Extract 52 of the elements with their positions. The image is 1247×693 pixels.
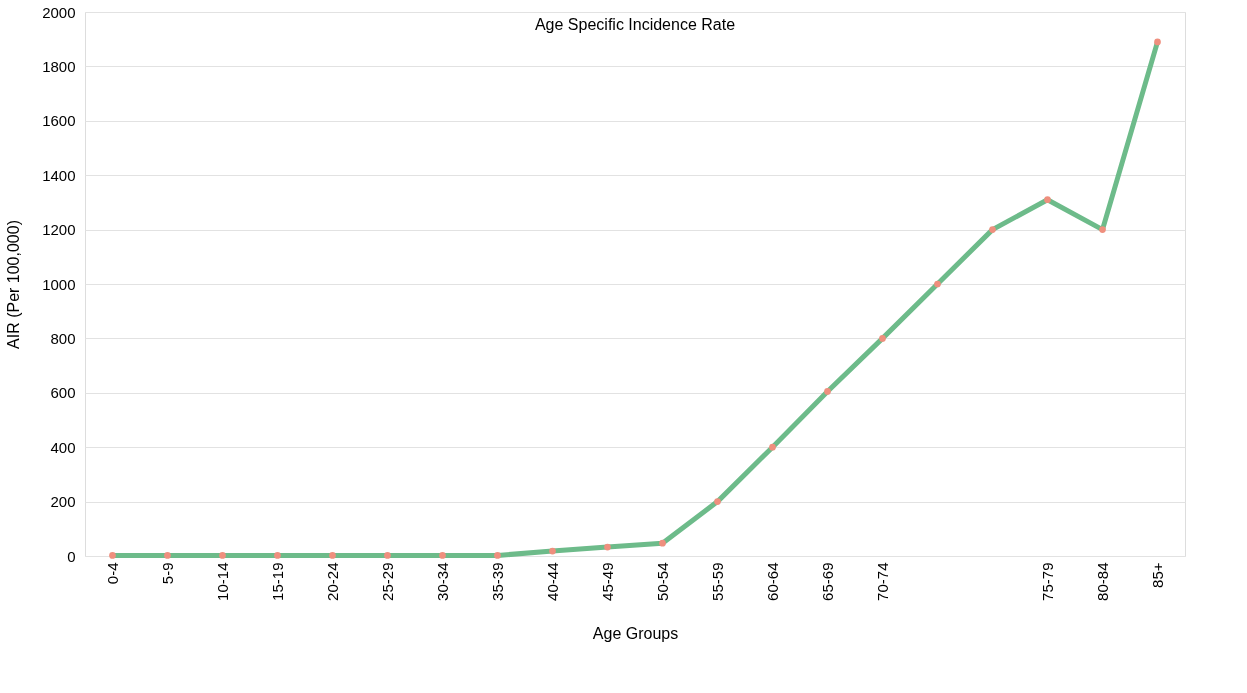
y-tick-label: 200 <box>50 493 76 511</box>
y-tick-label: 1400 <box>42 166 76 184</box>
y-axis-title: AIR (Per 100,000) <box>5 220 23 349</box>
point <box>274 552 281 559</box>
point <box>604 543 611 551</box>
x-tick-label: 25-29 <box>379 562 396 601</box>
x-tick-label: 40-44 <box>544 562 561 601</box>
x-tick-label: 35-39 <box>489 562 506 601</box>
y-tick-label: 800 <box>50 329 76 347</box>
point <box>219 552 226 559</box>
chart-title: Age Specific Incidence Rate <box>534 16 736 33</box>
x-tick-label: 55-59 <box>709 562 726 601</box>
y-tick-label: 0 <box>67 547 76 565</box>
point <box>329 552 336 559</box>
y-tick-label: 600 <box>50 384 76 402</box>
point <box>494 552 501 559</box>
y-tick-label: 1800 <box>42 57 76 75</box>
point <box>934 280 941 288</box>
x-axis-title: Age Groups <box>592 624 679 642</box>
point <box>659 539 666 547</box>
x-tick-label: 50-54 <box>654 562 671 601</box>
x-tick-label: 10-14 <box>214 562 231 601</box>
x-tick-label: 0-4 <box>104 562 121 585</box>
point <box>879 335 886 342</box>
x-tick-label: 60-64 <box>764 562 781 601</box>
x-tick-label: 65-69 <box>819 562 836 601</box>
y-tick-label: 1000 <box>42 275 76 293</box>
x-tick-label: 45-49 <box>599 562 616 601</box>
point <box>384 552 391 559</box>
point <box>164 552 171 559</box>
point <box>109 552 116 559</box>
point <box>989 226 996 233</box>
y-tick-label: 1600 <box>42 112 76 130</box>
x-tick-label: 15-19 <box>269 562 286 601</box>
y-tick-label: 400 <box>50 438 76 456</box>
point <box>1154 38 1161 46</box>
point <box>1099 226 1106 233</box>
point <box>439 552 446 559</box>
y-tick-label: 2000 <box>42 3 76 21</box>
x-tick-label: 75-79 <box>1039 562 1056 601</box>
y-tick-label: 1200 <box>42 221 76 239</box>
x-tick-label: 30-34 <box>434 562 451 601</box>
x-tick-label: 85+ <box>1149 562 1166 588</box>
x-tick-label: 70-74 <box>874 562 891 601</box>
point <box>824 388 831 395</box>
point <box>769 443 776 451</box>
point <box>549 547 556 555</box>
x-tick-label: 80-84 <box>1094 562 1111 601</box>
x-tick-label: 20-24 <box>324 562 341 601</box>
point <box>714 498 721 505</box>
point <box>1044 196 1051 204</box>
x-tick-label: 5-9 <box>159 562 176 585</box>
